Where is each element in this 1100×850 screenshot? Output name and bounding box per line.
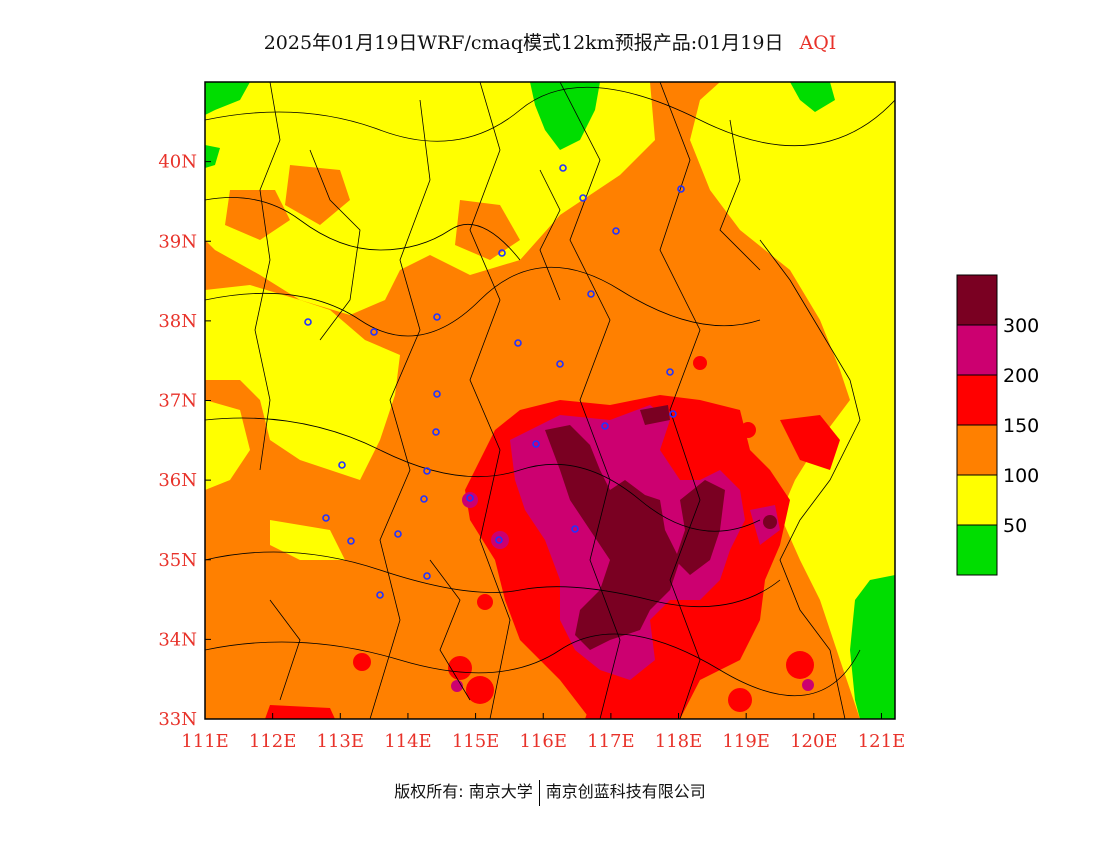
legend-label: 50 [1003, 515, 1027, 537]
city-marker [347, 537, 355, 545]
legend-label: 200 [1003, 365, 1039, 387]
lat-tick-label: 34N [158, 629, 197, 650]
legend-label: 300 [1003, 315, 1039, 337]
city-marker [304, 318, 312, 326]
city-marker [579, 194, 587, 202]
lat-tick-label: 40N [158, 152, 197, 173]
lat-tick-label: 35N [158, 550, 197, 571]
lat-tick-label: 39N [158, 231, 197, 252]
lat-tick-label: 36N [158, 470, 197, 491]
city-marker [433, 313, 441, 321]
footer-separator [538, 779, 540, 806]
aqi-band-dark [545, 405, 777, 650]
city-marker [556, 360, 564, 368]
city-marker [432, 428, 440, 436]
city-marker [498, 249, 506, 257]
lat-tick-label: 33N [158, 709, 197, 730]
footer-company: 南京创蓝科技有限公司 [545, 782, 706, 801]
lon-tick-label: 111E [181, 731, 229, 752]
lat-tick-label: 37N [158, 391, 197, 412]
chart-title: 2025年01月19日WRF/cmaq模式12km预报产品:01月19日 AQI [0, 28, 1100, 55]
city-marker [532, 440, 540, 448]
city-marker [677, 185, 685, 193]
city-marker [514, 339, 522, 347]
lon-tick-label: 119E [722, 731, 770, 752]
lon-tick-label: 118E [655, 731, 703, 752]
city-marker [571, 525, 579, 533]
lon-tick-label: 121E [858, 731, 906, 752]
city-marker [559, 164, 567, 172]
legend-label: 100 [1003, 465, 1039, 487]
legend-swatch [956, 474, 998, 526]
city-marker [612, 227, 620, 235]
lon-tick-label: 116E [519, 731, 567, 752]
city-marker [322, 514, 330, 522]
footer-copyright: 版权所有: 南京大学 [394, 782, 533, 801]
aqi-field [205, 82, 895, 719]
city-marker [370, 328, 378, 336]
city-marker [433, 390, 441, 398]
lon-tick-label: 114E [384, 731, 432, 752]
city-marker [466, 494, 474, 502]
city-marker [669, 410, 677, 418]
map-axes: 111E 112E 113E 114E 115E 116E 117E 118E 119E 120E… [158, 152, 905, 752]
legend-swatch [956, 324, 998, 376]
lon-tick-label: 115E [452, 731, 500, 752]
title-aqi-tag: AQI [799, 32, 837, 54]
legend-swatch [956, 374, 998, 426]
city-marker [587, 290, 595, 298]
city-marker [423, 467, 431, 475]
city-marker [601, 422, 609, 430]
legend-swatch [956, 274, 998, 326]
city-marker [420, 495, 428, 503]
city-marker [338, 461, 346, 469]
lon-tick-label: 112E [249, 731, 297, 752]
legend-swatch [956, 524, 998, 576]
aqi-band-green [205, 82, 895, 719]
lon-tick-label: 120E [790, 731, 838, 752]
aqi-band-yellow [205, 82, 895, 719]
lat-tick-label: 38N [158, 311, 197, 332]
city-marker [394, 530, 402, 538]
city-markers [304, 164, 685, 599]
city-marker [376, 591, 384, 599]
lon-tick-label: 117E [587, 731, 635, 752]
title-text: 2025年01月19日WRF/cmaq模式12km预报产品:01月19日 [263, 32, 784, 54]
city-marker [666, 368, 674, 376]
admin-boundaries [205, 82, 895, 719]
footer: 版权所有: 南京大学 南京创蓝科技有限公司 [0, 778, 1100, 806]
legend-swatch [956, 424, 998, 476]
legend-label: 150 [1003, 415, 1039, 437]
city-marker [495, 536, 503, 544]
lon-tick-label: 113E [317, 731, 365, 752]
city-marker [423, 572, 431, 580]
aqi-legend: 300 200 150 100 50 [956, 274, 1039, 576]
